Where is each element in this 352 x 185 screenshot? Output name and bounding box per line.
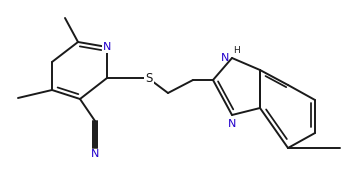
Text: N: N [91, 149, 99, 159]
Text: N: N [228, 119, 236, 129]
Text: H: H [233, 46, 239, 55]
Text: N: N [103, 42, 111, 52]
Text: N: N [221, 53, 229, 63]
Text: S: S [145, 71, 153, 85]
